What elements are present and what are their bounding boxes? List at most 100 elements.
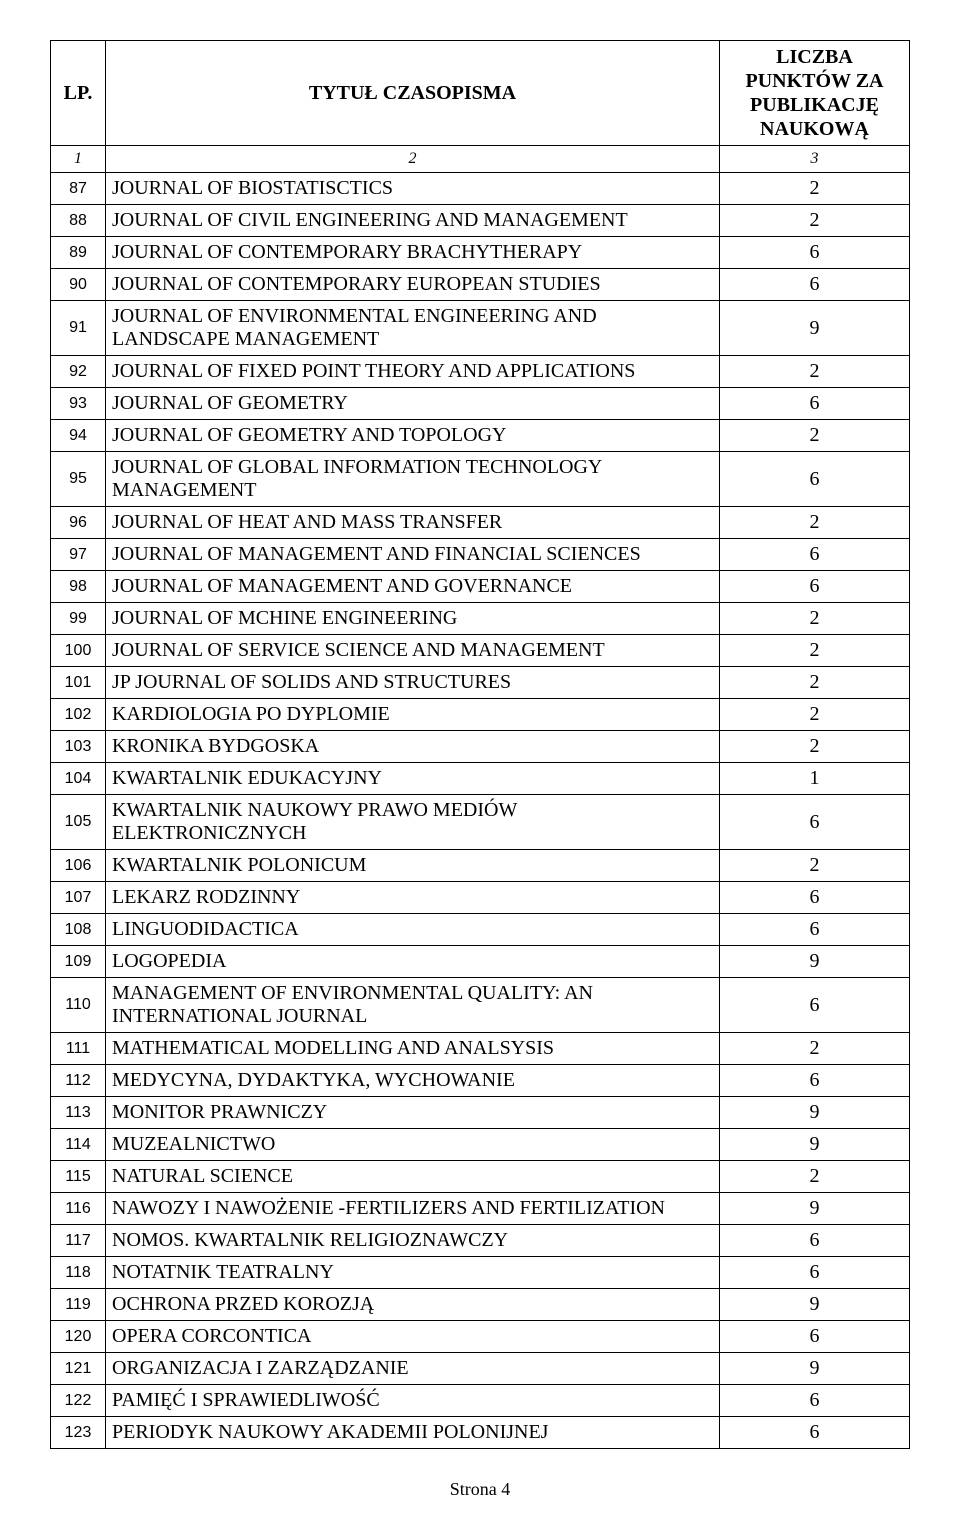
- row-lp: 99: [51, 603, 106, 635]
- table-row: 113MONITOR PRAWNICZY9: [51, 1097, 910, 1129]
- row-points: 2: [720, 635, 910, 667]
- row-points: 6: [720, 914, 910, 946]
- row-points: 9: [720, 1353, 910, 1385]
- row-lp: 87: [51, 173, 106, 205]
- table-header-row: LP. TYTUŁ CZASOPISMA LICZBA PUNKTÓW ZA P…: [51, 41, 910, 146]
- table-row: 87JOURNAL OF BIOSTATISCTICS2: [51, 173, 910, 205]
- row-title: JOURNAL OF CIVIL ENGINEERING AND MANAGEM…: [106, 205, 720, 237]
- row-lp: 100: [51, 635, 106, 667]
- journal-table: LP. TYTUŁ CZASOPISMA LICZBA PUNKTÓW ZA P…: [50, 40, 910, 1449]
- subheader-3: 3: [720, 146, 910, 173]
- row-title: ORGANIZACJA I ZARZĄDZANIE: [106, 1353, 720, 1385]
- table-row: 90JOURNAL OF CONTEMPORARY EUROPEAN STUDI…: [51, 269, 910, 301]
- row-lp: 89: [51, 237, 106, 269]
- row-points: 6: [720, 1385, 910, 1417]
- row-lp: 106: [51, 850, 106, 882]
- row-lp: 112: [51, 1065, 106, 1097]
- table-row: 94JOURNAL OF GEOMETRY AND TOPOLOGY2: [51, 420, 910, 452]
- row-title: NAWOZY I NAWOŻENIE -FERTILIZERS AND FERT…: [106, 1193, 720, 1225]
- row-points: 6: [720, 1065, 910, 1097]
- row-lp: 122: [51, 1385, 106, 1417]
- row-lp: 88: [51, 205, 106, 237]
- row-lp: 114: [51, 1129, 106, 1161]
- row-lp: 115: [51, 1161, 106, 1193]
- row-points: 2: [720, 731, 910, 763]
- table-row: 93JOURNAL OF GEOMETRY6: [51, 388, 910, 420]
- row-points: 1: [720, 763, 910, 795]
- row-lp: 104: [51, 763, 106, 795]
- row-title: JOURNAL OF GLOBAL INFORMATION TECHNOLOGY…: [106, 452, 720, 507]
- row-lp: 121: [51, 1353, 106, 1385]
- row-lp: 107: [51, 882, 106, 914]
- row-points: 9: [720, 1193, 910, 1225]
- row-lp: 110: [51, 978, 106, 1033]
- row-points: 6: [720, 571, 910, 603]
- row-points: 9: [720, 1129, 910, 1161]
- header-title: TYTUŁ CZASOPISMA: [106, 41, 720, 146]
- row-lp: 93: [51, 388, 106, 420]
- row-points: 2: [720, 850, 910, 882]
- row-title: PAMIĘĆ I SPRAWIEDLIWOŚĆ: [106, 1385, 720, 1417]
- table-row: 99JOURNAL OF MCHINE ENGINEERING2: [51, 603, 910, 635]
- row-title: MUZEALNICTWO: [106, 1129, 720, 1161]
- table-row: 92JOURNAL OF FIXED POINT THEORY AND APPL…: [51, 356, 910, 388]
- table-row: 115NATURAL SCIENCE2: [51, 1161, 910, 1193]
- row-title: JOURNAL OF MCHINE ENGINEERING: [106, 603, 720, 635]
- row-points: 6: [720, 882, 910, 914]
- row-title: NOTATNIK TEATRALNY: [106, 1257, 720, 1289]
- table-row: 118NOTATNIK TEATRALNY6: [51, 1257, 910, 1289]
- row-points: 2: [720, 1033, 910, 1065]
- table-row: 96JOURNAL OF HEAT AND MASS TRANSFER2: [51, 507, 910, 539]
- row-lp: 111: [51, 1033, 106, 1065]
- row-title: OCHRONA PRZED KOROZJĄ: [106, 1289, 720, 1321]
- row-title: JOURNAL OF HEAT AND MASS TRANSFER: [106, 507, 720, 539]
- row-lp: 98: [51, 571, 106, 603]
- table-row: 117NOMOS. KWARTALNIK RELIGIOZNAWCZY6: [51, 1225, 910, 1257]
- row-lp: 123: [51, 1417, 106, 1449]
- row-points: 2: [720, 1161, 910, 1193]
- table-row: 109LOGOPEDIA9: [51, 946, 910, 978]
- row-lp: 117: [51, 1225, 106, 1257]
- row-title: MANAGEMENT OF ENVIRONMENTAL QUALITY: AN …: [106, 978, 720, 1033]
- table-subheader-row: 1 2 3: [51, 146, 910, 173]
- row-points: 2: [720, 205, 910, 237]
- row-title: JOURNAL OF FIXED POINT THEORY AND APPLIC…: [106, 356, 720, 388]
- row-lp: 109: [51, 946, 106, 978]
- table-row: 110MANAGEMENT OF ENVIRONMENTAL QUALITY: …: [51, 978, 910, 1033]
- row-lp: 113: [51, 1097, 106, 1129]
- table-row: 89JOURNAL OF CONTEMPORARY BRACHYTHERAPY6: [51, 237, 910, 269]
- row-points: 9: [720, 1097, 910, 1129]
- row-title: JOURNAL OF MANAGEMENT AND FINANCIAL SCIE…: [106, 539, 720, 571]
- row-points: 6: [720, 388, 910, 420]
- table-row: 122PAMIĘĆ I SPRAWIEDLIWOŚĆ6: [51, 1385, 910, 1417]
- table-row: 121ORGANIZACJA I ZARZĄDZANIE9: [51, 1353, 910, 1385]
- row-points: 6: [720, 1225, 910, 1257]
- row-title: PERIODYK NAUKOWY AKADEMII POLONIJNEJ: [106, 1417, 720, 1449]
- row-title: JOURNAL OF GEOMETRY AND TOPOLOGY: [106, 420, 720, 452]
- table-row: 106KWARTALNIK POLONICUM2: [51, 850, 910, 882]
- row-lp: 102: [51, 699, 106, 731]
- row-points: 6: [720, 978, 910, 1033]
- row-title: LEKARZ RODZINNY: [106, 882, 720, 914]
- row-points: 6: [720, 237, 910, 269]
- row-points: 2: [720, 667, 910, 699]
- row-points: 6: [720, 795, 910, 850]
- row-lp: 103: [51, 731, 106, 763]
- row-title: JOURNAL OF ENVIRONMENTAL ENGINEERING AND…: [106, 301, 720, 356]
- table-row: 108LINGUODIDACTICA6: [51, 914, 910, 946]
- table-row: 114MUZEALNICTWO9: [51, 1129, 910, 1161]
- row-points: 6: [720, 452, 910, 507]
- row-lp: 95: [51, 452, 106, 507]
- row-points: 6: [720, 1417, 910, 1449]
- row-title: KWARTALNIK NAUKOWY PRAWO MEDIÓW ELEKTRON…: [106, 795, 720, 850]
- row-title: NATURAL SCIENCE: [106, 1161, 720, 1193]
- page-footer: Strona 4: [50, 1479, 910, 1500]
- row-points: 6: [720, 1321, 910, 1353]
- row-lp: 94: [51, 420, 106, 452]
- row-lp: 116: [51, 1193, 106, 1225]
- row-title: OPERA CORCONTICA: [106, 1321, 720, 1353]
- row-title: JOURNAL OF CONTEMPORARY EUROPEAN STUDIES: [106, 269, 720, 301]
- header-lp: LP.: [51, 41, 106, 146]
- row-title: JOURNAL OF MANAGEMENT AND GOVERNANCE: [106, 571, 720, 603]
- table-row: 101JP JOURNAL OF SOLIDS AND STRUCTURES2: [51, 667, 910, 699]
